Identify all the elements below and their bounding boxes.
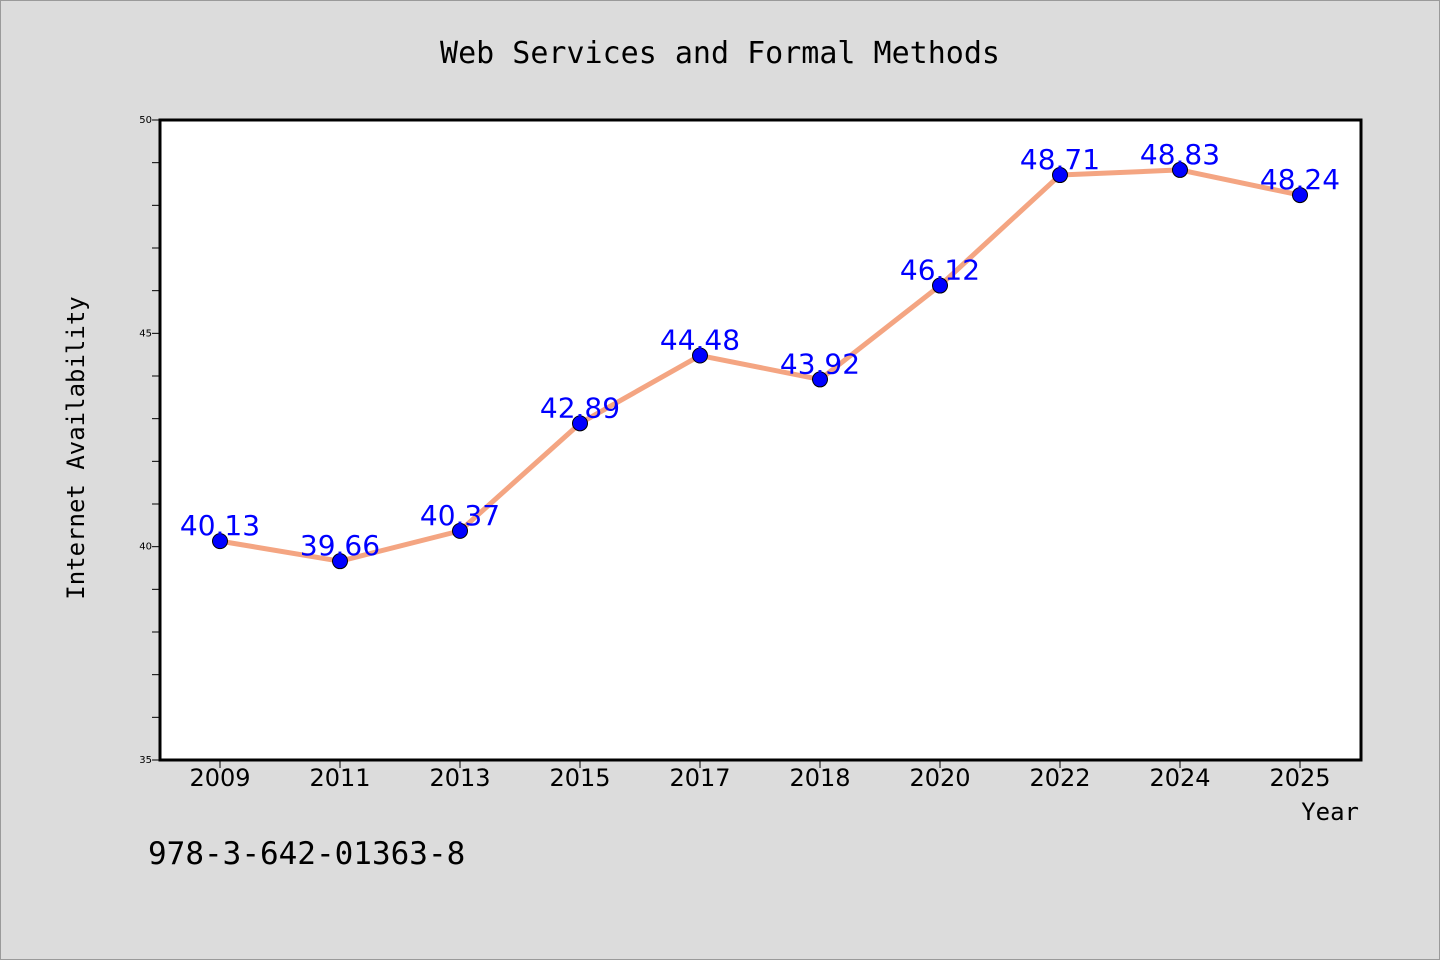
data-point — [1292, 187, 1308, 204]
data-point — [212, 533, 228, 550]
x-axis-label: Year — [1301, 798, 1359, 826]
y-tick-label: 35 — [139, 755, 152, 766]
x-tick-label: 2025 — [1269, 764, 1330, 792]
data-point — [572, 415, 588, 432]
data-label: 40.37 — [420, 499, 500, 532]
x-tick-label: 2009 — [189, 764, 250, 792]
data-point — [332, 553, 348, 570]
chart-title: Web Services and Formal Methods — [440, 36, 1000, 71]
x-tick-label: 2013 — [429, 764, 490, 792]
data-label: 46.12 — [900, 254, 980, 287]
data-point — [1052, 167, 1068, 184]
x-axis-ticks: 2009 2011 2013 2015 2017 2018 2020 2022 2024 2025 — [189, 760, 1331, 792]
line-series: 40.13 39.66 40.37 42.89 44.48 43.92 46.12 48.71… — [180, 138, 1340, 570]
data-label: 48.24 — [1260, 163, 1340, 196]
data-point — [1172, 161, 1188, 178]
x-tick-label: 2024 — [1149, 764, 1210, 792]
data-label: 42.89 — [540, 391, 620, 424]
isbn-annotation: 978-3-642-01363-8 — [148, 836, 465, 872]
data-label: 48.83 — [1140, 138, 1220, 171]
data-label: 48.71 — [1020, 143, 1100, 176]
data-point — [692, 347, 708, 364]
data-label: 39.66 — [300, 529, 380, 562]
x-tick-label: 2020 — [909, 764, 970, 792]
plot-area — [158, 118, 1363, 762]
y-tick-label: 45 — [139, 328, 152, 339]
data-point — [452, 522, 468, 539]
x-tick-label: 2017 — [669, 764, 730, 792]
series-line — [217, 167, 1303, 564]
x-tick-label: 2015 — [549, 764, 610, 792]
data-label: 40.13 — [180, 509, 260, 542]
x-tick-label: 2018 — [789, 764, 850, 792]
data-point — [812, 371, 828, 388]
data-label: 43.92 — [780, 347, 860, 380]
data-point — [932, 277, 948, 294]
y-axis-label: Internet Availability — [62, 296, 90, 599]
data-label: 44.48 — [660, 324, 740, 357]
x-tick-label: 2022 — [1029, 764, 1090, 792]
y-axis-ticks: 35 40 45 50 — [139, 115, 160, 766]
y-tick-label: 50 — [139, 115, 152, 126]
y-tick-label: 40 — [139, 542, 152, 553]
x-tick-label: 2011 — [309, 764, 370, 792]
